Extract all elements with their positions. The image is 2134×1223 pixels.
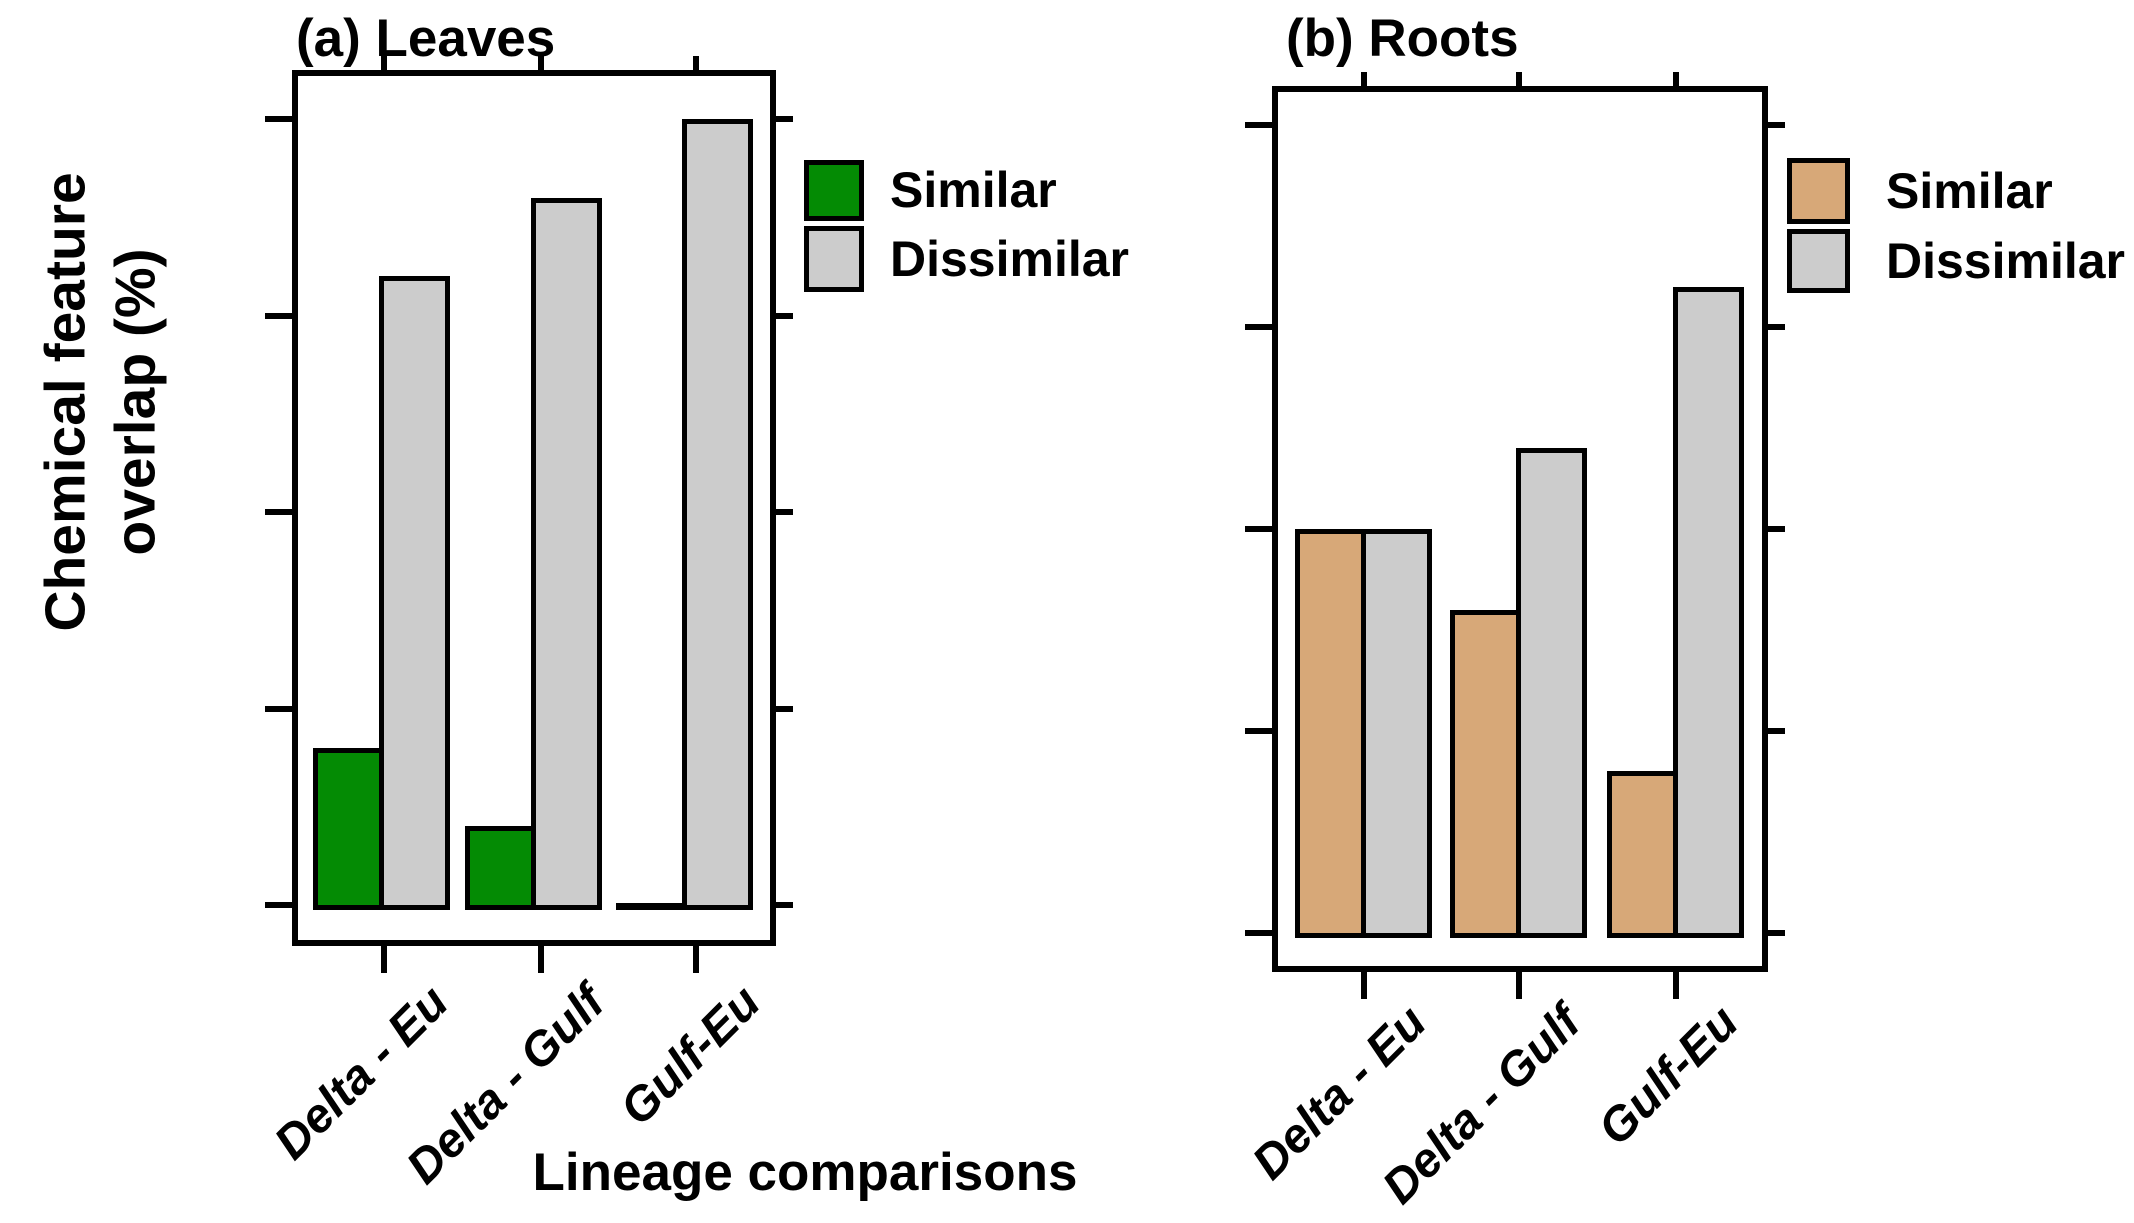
bar-panel-b-similar-1 bbox=[1450, 610, 1521, 938]
legend-b-dissimilar-label: Dissimilar bbox=[1886, 233, 2126, 289]
panel-b-ytick-right bbox=[1768, 122, 1785, 128]
panel-a-ytick-right bbox=[776, 116, 793, 122]
panel-a-ytick-left bbox=[265, 902, 292, 908]
legend-a-dissimilar-label: Dissimilar bbox=[890, 231, 1130, 287]
panel-a-ytick-right bbox=[776, 313, 793, 319]
panel-a-ytick-left bbox=[265, 706, 292, 712]
panel-a-ytick-right bbox=[776, 902, 793, 908]
panel-b-frame bbox=[1272, 86, 1768, 972]
panel-b-xtick-top bbox=[1361, 72, 1367, 86]
bar-panel-b-dissimilar-0 bbox=[1361, 529, 1432, 938]
panel-b-title: (b) Roots bbox=[1286, 9, 1519, 68]
x-axis-title: Lineage comparisons bbox=[532, 1143, 1078, 1202]
panel-b-xtick-bottom bbox=[1516, 972, 1522, 999]
panel-a-frame bbox=[292, 70, 776, 946]
panel-b-ytick-left bbox=[1245, 930, 1272, 936]
bar-panel-a-dissimilar-2 bbox=[682, 119, 753, 910]
panel-a-xtick-top bbox=[538, 56, 544, 70]
panel-b-ytick-right bbox=[1768, 324, 1785, 330]
panel-a-xtick-top bbox=[693, 56, 699, 70]
bar-panel-a-dissimilar-1 bbox=[531, 198, 602, 910]
bar-panel-a-similar-1 bbox=[465, 826, 536, 910]
bar-panel-b-similar-0 bbox=[1295, 529, 1366, 938]
bar-panel-b-dissimilar-1 bbox=[1516, 448, 1587, 938]
legend-b-similar-swatch bbox=[1787, 158, 1850, 224]
panel-a-xtick-bottom bbox=[538, 946, 544, 973]
panel-b-ytick-right bbox=[1768, 930, 1785, 936]
y-axis-title-line1: Chemical feature bbox=[33, 172, 98, 632]
panel-a-ytick-right bbox=[776, 509, 793, 515]
panel-b-ytick-left bbox=[1245, 728, 1272, 734]
legend-b-dissimilar-swatch bbox=[1787, 229, 1850, 293]
panel-b-xtick-bottom bbox=[1673, 972, 1679, 999]
panel-a-xtick-bottom bbox=[381, 946, 387, 973]
panel-b-ytick-left bbox=[1245, 526, 1272, 532]
panel-b-category-label: Gulf-Eu bbox=[1588, 995, 1749, 1156]
legend-a-similar-label: Similar bbox=[890, 162, 1057, 218]
panel-a-ytick-right bbox=[776, 706, 793, 712]
panel-b-xtick-top bbox=[1673, 72, 1679, 86]
panel-b-xtick-top bbox=[1516, 72, 1522, 86]
y-axis-title-line2: overlap (%) bbox=[103, 248, 167, 556]
panel-b-ytick-left bbox=[1245, 324, 1272, 330]
bar-panel-a-similar-0 bbox=[313, 748, 384, 910]
panel-b-ytick-left bbox=[1245, 122, 1272, 128]
legend-b-similar-label: Similar bbox=[1886, 163, 2053, 219]
legend-a-dissimilar-swatch bbox=[804, 226, 864, 292]
legend-a-similar-swatch bbox=[804, 160, 864, 221]
panel-a-xtick-top bbox=[381, 56, 387, 70]
panel-b-ytick-right bbox=[1768, 526, 1785, 532]
bar-panel-a-dissimilar-0 bbox=[379, 276, 450, 910]
panel-b-ytick-right bbox=[1768, 728, 1785, 734]
bar-panel-b-similar-2 bbox=[1607, 771, 1678, 938]
panel-a-xtick-bottom bbox=[693, 946, 699, 973]
panel-a-category-label: Gulf-Eu bbox=[610, 975, 771, 1136]
panel-a-ytick-left bbox=[265, 116, 292, 122]
panel-a-ytick-left bbox=[265, 509, 292, 515]
panel-a-ytick-left bbox=[265, 313, 292, 319]
bar-panel-b-dissimilar-2 bbox=[1673, 287, 1744, 938]
panel-a-title: (a) Leaves bbox=[296, 9, 556, 68]
bar-panel-a-similar-2 bbox=[616, 903, 687, 910]
panel-b-xtick-bottom bbox=[1361, 972, 1367, 999]
